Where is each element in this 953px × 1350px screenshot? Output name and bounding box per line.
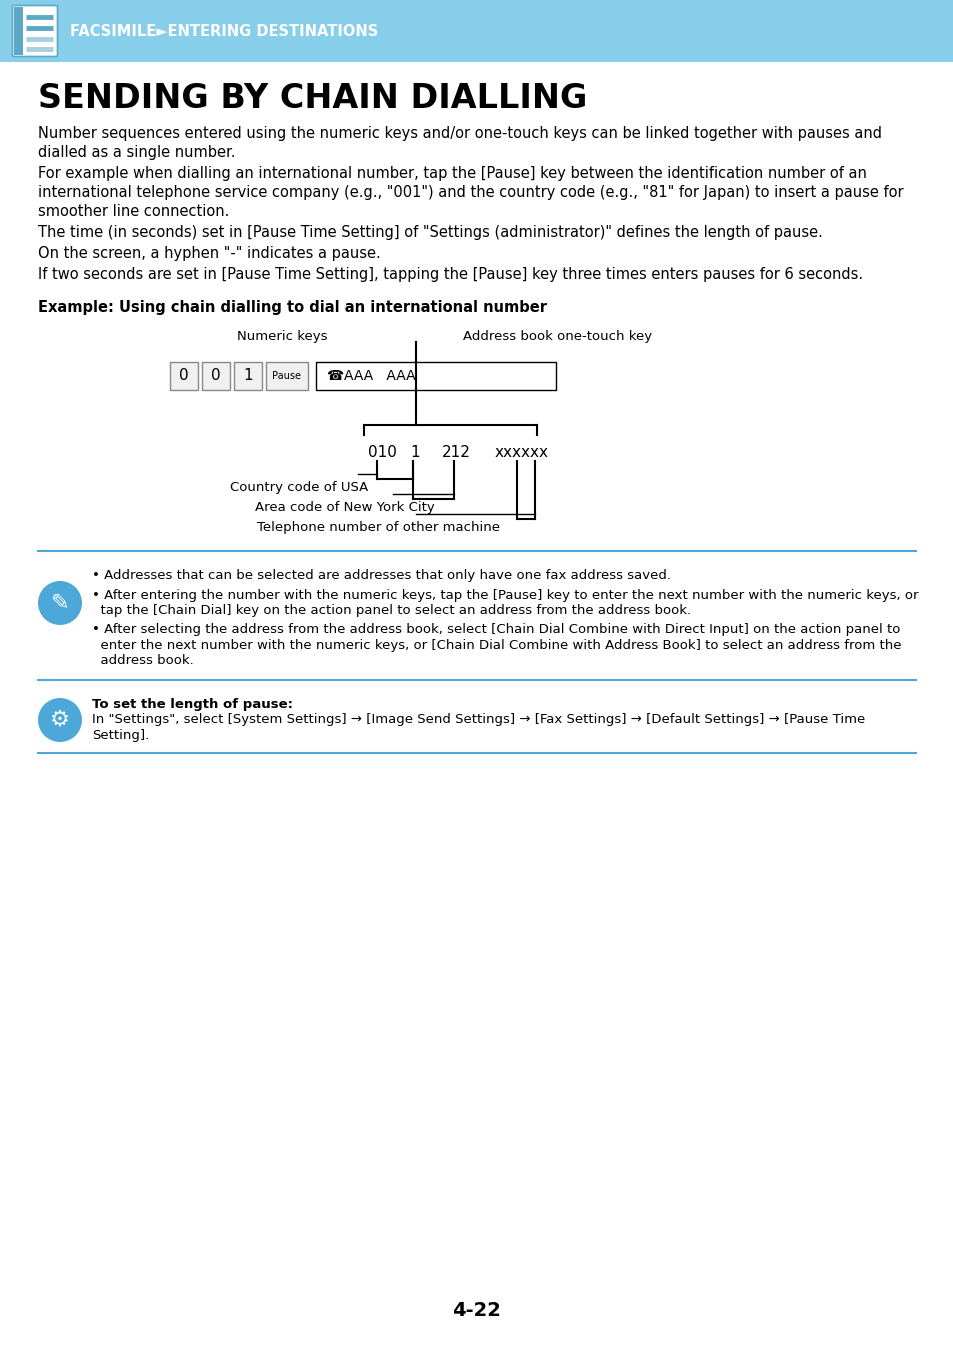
Bar	[0, 0, 953, 62]
Text: international telephone service company (e.g., "001") and the country code (e.g.: international telephone service company …	[38, 185, 902, 200]
Text: address book.: address book.	[91, 655, 193, 667]
Text: In "Settings", select [System Settings] → [Image Send Settings] → [Fax Settings]: In "Settings", select [System Settings] …	[91, 714, 864, 726]
Text: Number sequences entered using the numeric keys and/or one-touch keys can be lin: Number sequences entered using the numer…	[38, 126, 882, 140]
Bar	[233, 362, 262, 390]
Text: smoother line connection.: smoother line connection.	[38, 204, 229, 219]
Text: To set the length of pause:: To set the length of pause:	[91, 698, 293, 711]
Text: ☎: ☎	[326, 369, 343, 383]
Text: ✎: ✎	[51, 593, 70, 613]
Circle shape	[38, 698, 82, 743]
Text: Area code of New York City: Area code of New York City	[254, 501, 435, 514]
Text: enter the next number with the numeric keys, or [Chain Dial Combine with Address: enter the next number with the numeric k…	[91, 639, 901, 652]
Text: AAA   AAA: AAA AAA	[344, 369, 416, 383]
Text: 010: 010	[368, 446, 396, 460]
Text: tap the [Chain Dial] key on the action panel to select an address from the addre: tap the [Chain Dial] key on the action p…	[91, 603, 690, 617]
Text: Address book one-touch key: Address book one-touch key	[463, 329, 652, 343]
Text: 0: 0	[211, 369, 220, 383]
Text: • After entering the number with the numeric keys, tap the [Pause] key to enter : • After entering the number with the num…	[91, 589, 918, 602]
Text: If two seconds are set in [Pause Time Setting], tapping the [Pause] key three ti: If two seconds are set in [Pause Time Se…	[38, 267, 862, 282]
Text: 0: 0	[179, 369, 189, 383]
Text: Numeric keys: Numeric keys	[236, 329, 327, 343]
Text: 1: 1	[243, 369, 253, 383]
Text: xxxxxx: xxxxxx	[495, 446, 548, 460]
Text: Pause: Pause	[273, 371, 301, 381]
Bar	[14, 7, 23, 55]
Text: The time (in seconds) set in [Pause Time Setting] of "Settings (administrator)" : The time (in seconds) set in [Pause Time…	[38, 225, 822, 240]
Text: ⚙: ⚙	[50, 710, 70, 730]
Bar	[202, 362, 230, 390]
Text: Example: Using chain dialling to dial an international number: Example: Using chain dialling to dial an…	[38, 300, 546, 315]
Text: 1: 1	[410, 446, 419, 460]
Text: On the screen, a hyphen "-" indicates a pause.: On the screen, a hyphen "-" indicates a …	[38, 246, 380, 261]
Bar	[266, 362, 308, 390]
Text: FACSIMILE►ENTERING DESTINATIONS: FACSIMILE►ENTERING DESTINATIONS	[70, 23, 377, 39]
Text: • Addresses that can be selected are addresses that only have one fax address sa: • Addresses that can be selected are add…	[91, 568, 670, 582]
Text: • After selecting the address from the address book, select [Chain Dial Combine : • After selecting the address from the a…	[91, 624, 900, 636]
Text: 212: 212	[441, 446, 471, 460]
FancyBboxPatch shape	[12, 5, 57, 57]
Text: dialled as a single number.: dialled as a single number.	[38, 144, 235, 161]
Text: 4-22: 4-22	[452, 1301, 501, 1320]
Bar	[170, 362, 198, 390]
Bar	[315, 362, 556, 390]
Text: Setting].: Setting].	[91, 729, 149, 742]
Circle shape	[38, 580, 82, 625]
Text: SENDING BY CHAIN DIALLING: SENDING BY CHAIN DIALLING	[38, 82, 587, 115]
Text: Telephone number of other machine: Telephone number of other machine	[256, 521, 499, 535]
Text: For example when dialling an international number, tap the [Pause] key between t: For example when dialling an internation…	[38, 166, 866, 181]
Text: Country code of USA: Country code of USA	[230, 481, 368, 494]
